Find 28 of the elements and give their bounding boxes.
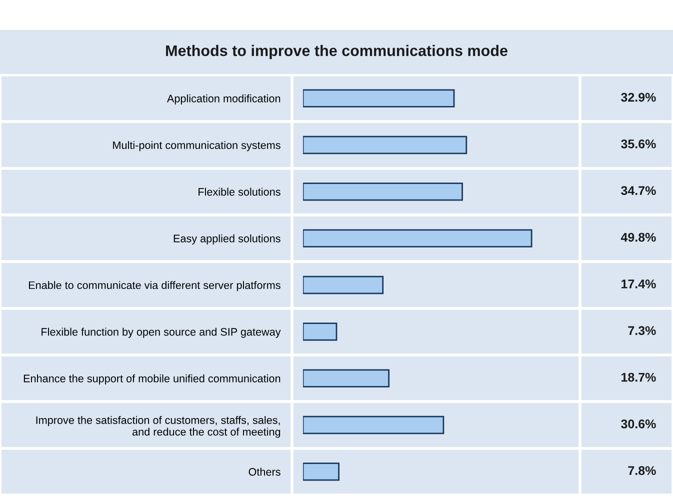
bar xyxy=(303,136,468,154)
chart-title: Methods to improve the communications mode xyxy=(166,44,508,60)
y-tick-label: Multi-point communication systems xyxy=(113,141,280,152)
y-tick-label: Others xyxy=(248,468,280,476)
bar xyxy=(303,369,390,388)
bar xyxy=(303,416,444,434)
bar xyxy=(303,182,463,201)
bar xyxy=(303,322,338,341)
y-tick-label: Enable to communicate via different server platforms xyxy=(28,281,280,292)
data-label: 7.3% xyxy=(628,326,656,336)
y-tick-label: Flexible solutions xyxy=(198,188,280,196)
bar xyxy=(303,229,532,248)
data-label: 30.6% xyxy=(621,420,656,428)
bar xyxy=(303,89,455,108)
y-tick-label: Flexible function by open source and SIP gateway xyxy=(42,328,281,338)
data-label: 32.9% xyxy=(621,92,656,102)
data-label: 17.4% xyxy=(622,280,656,288)
y-tick-label: Easy applied solutions xyxy=(174,234,280,245)
data-label: 7.8% xyxy=(628,466,656,476)
data-label: 35.6% xyxy=(621,140,656,148)
y-tick-label: Improve the satisfaction of customers, staffs, sales, and reduce the cost of meeting xyxy=(36,416,280,438)
y-tick-label: Enhance the support of mobile unified communication xyxy=(24,374,280,385)
data-label: 18.7% xyxy=(622,372,656,382)
bar xyxy=(303,276,384,294)
data-label: 49.8% xyxy=(620,232,656,242)
y-tick-label: Application modification xyxy=(166,94,280,105)
bar xyxy=(303,462,340,481)
data-label: 34.7% xyxy=(621,186,656,196)
